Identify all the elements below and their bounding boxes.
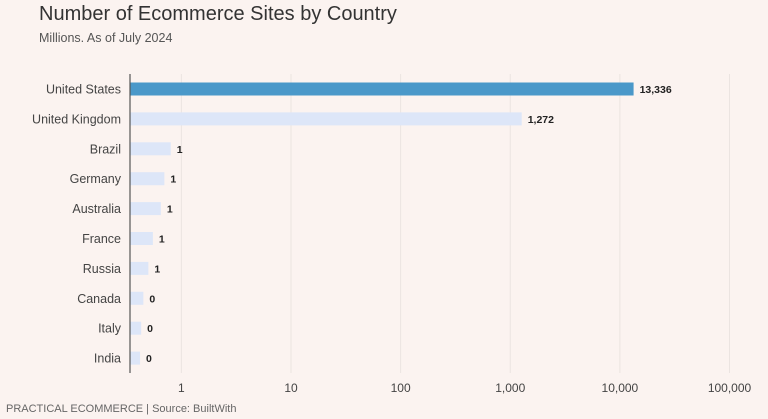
data-label: 1 (154, 263, 160, 275)
bar (130, 82, 634, 96)
bar (130, 351, 141, 365)
category-label: United States (46, 83, 121, 97)
x-tick-label: 100,000 (708, 381, 752, 395)
x-tick-label: 10,000 (602, 381, 639, 395)
data-label: 1 (177, 144, 183, 156)
data-label: 0 (147, 323, 153, 335)
data-label: 1 (170, 174, 176, 186)
category-label: Russia (83, 262, 121, 276)
x-tick-label: 100 (391, 381, 411, 395)
bar (130, 112, 522, 126)
bar (130, 202, 161, 216)
x-tick-label: 1,000 (495, 381, 525, 395)
chart-title: Number of Ecommerce Sites by Country (39, 3, 397, 25)
data-label: 1 (159, 234, 165, 246)
x-tick-label: 10 (284, 381, 298, 395)
category-label: France (82, 232, 121, 246)
category-label: Italy (98, 322, 122, 336)
bar (130, 142, 171, 156)
data-label: 13,336 (640, 84, 672, 96)
data-label: 1,272 (528, 114, 554, 126)
bar (130, 261, 149, 275)
chart-subtitle: Millions. As of July 2024 (39, 31, 173, 45)
category-label: United Kingdom (32, 112, 121, 126)
category-label: Germany (70, 172, 122, 186)
data-label: 0 (149, 293, 155, 305)
bar (130, 321, 142, 335)
bar (130, 291, 144, 305)
x-tick-label: 1 (178, 381, 185, 395)
category-label: Brazil (90, 142, 121, 156)
category-label: Canada (77, 292, 121, 306)
bar (130, 232, 153, 245)
source-footer: PRACTICAL ECOMMERCE | Source: BuiltWith (6, 403, 237, 415)
data-label: 1 (167, 204, 173, 216)
bar (130, 172, 165, 186)
category-label: Australia (72, 202, 121, 216)
category-label: India (94, 352, 121, 366)
data-label: 0 (146, 353, 152, 365)
